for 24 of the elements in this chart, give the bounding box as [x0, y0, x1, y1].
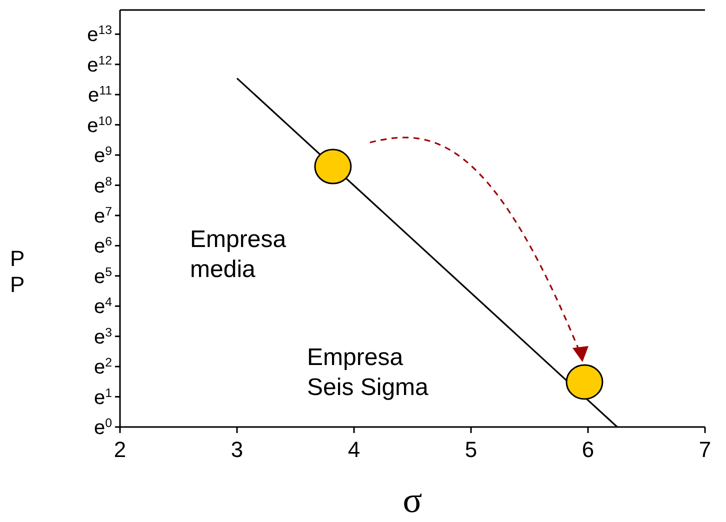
annotation: Empresa Seis Sigma [307, 344, 430, 401]
y-axis-title: P P [10, 246, 25, 297]
annotation: Empresa media [190, 226, 287, 283]
x-tick-label: 4 [348, 437, 360, 462]
y-tick-label: e$^{3}$ [94, 325, 112, 348]
y-tick-label: e$^{8}$ [94, 174, 112, 198]
y-tick-label: e$^{10}$ [87, 114, 112, 137]
x-axis-title: σ [402, 480, 422, 520]
x-tick-label: 2 [114, 437, 126, 462]
x-tick-label: 6 [582, 437, 594, 462]
x-tick-label: 5 [464, 437, 478, 462]
y-tick-label: e$^{0}$ [94, 416, 112, 439]
y-tick-label: e$^{7}$ [94, 204, 112, 228]
y-tick-label: e$^{6}$ [94, 234, 112, 258]
y-tick-label: e$^{4}$ [94, 295, 112, 318]
y-tick-label: e$^{1}$ [94, 386, 112, 409]
x-tick-label: 7 [698, 437, 712, 462]
y-tick-label: e$^{12}$ [87, 53, 112, 76]
y-tick-label: e$^{9}$ [94, 144, 112, 168]
y-tick-label: e$^{11}$ [88, 84, 112, 107]
y-tick-label: e$^{13}$ [87, 23, 112, 46]
x-tick-label: 3 [230, 437, 244, 462]
y-tick-label: e$^{2}$ [94, 356, 112, 379]
y-tick-label: e$^{5}$ [94, 264, 112, 288]
